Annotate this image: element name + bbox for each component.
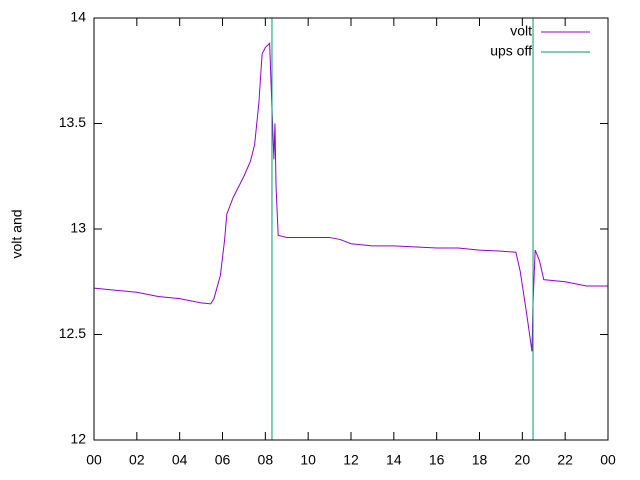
x-tick-label: 08 [258, 452, 274, 468]
plot-border [93, 17, 609, 441]
y-tick-label: 14 [70, 9, 86, 25]
y-tick-label: 12.5 [59, 325, 86, 341]
x-tick-label: 04 [172, 452, 188, 468]
x-tick-label: 00 [86, 452, 102, 468]
legend-label: ups off [490, 43, 532, 59]
x-tick-label: 00 [600, 452, 616, 468]
x-tick-label: 22 [557, 452, 573, 468]
x-tick-label: 20 [515, 452, 531, 468]
x-tick-label: 18 [472, 452, 488, 468]
y-axis-label: volt and [9, 209, 25, 258]
y-tick-label: 13 [70, 220, 86, 236]
legend-label: volt [510, 23, 532, 39]
x-tick-label: 14 [386, 452, 402, 468]
x-tick-label: 12 [343, 452, 359, 468]
x-tick-label: 02 [129, 452, 145, 468]
y-tick-label: 12 [70, 431, 86, 447]
x-tick-label: 10 [300, 452, 316, 468]
data-line [93, 42, 608, 352]
y-tick-label: 13.5 [59, 114, 86, 130]
x-tick-label: 16 [429, 452, 445, 468]
x-tick-label: 06 [215, 452, 231, 468]
